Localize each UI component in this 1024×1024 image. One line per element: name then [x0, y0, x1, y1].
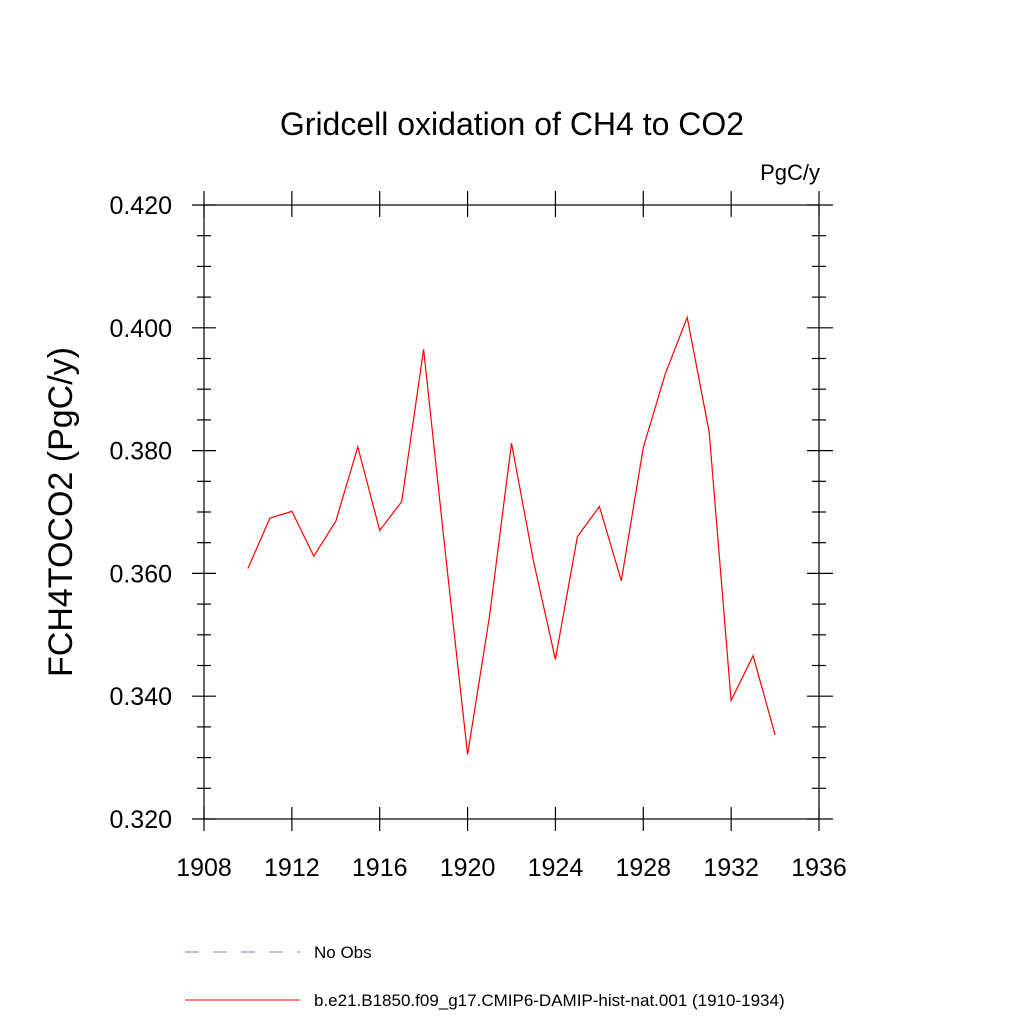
y-tick-label: 0.380: [109, 438, 172, 466]
axis-tick-labels: 1908 1912 1916 1920 1924 1928 1932 1936 0.320 0.3…: [109, 192, 846, 882]
plot-frame: [203, 204, 820, 820]
x-tick-label: 1912: [264, 854, 320, 882]
x-tick-label: 1936: [791, 854, 847, 882]
x-tick-label: 1908: [176, 854, 232, 882]
x-tick-label: 1924: [528, 854, 584, 882]
legend-label-model: b.e21.B1850.f09_g17.CMIP6-DAMIP-hist-nat…: [314, 991, 785, 1010]
axis-ticks: [192, 191, 833, 831]
x-tick-label: 1916: [352, 854, 408, 882]
units-label: PgC/y: [760, 160, 820, 185]
y-tick-label: 0.360: [109, 560, 172, 588]
legend-label-no-obs: No Obs: [314, 943, 372, 962]
y-tick-label: 0.340: [109, 683, 172, 711]
y-tick-label: 0.420: [109, 192, 172, 220]
y-tick-label: 0.400: [109, 315, 172, 343]
y-axis-label: FCH4TOCO2 (PgC/y): [42, 347, 80, 677]
chart-title: Gridcell oxidation of CH4 to CO2: [280, 106, 744, 142]
x-tick-label: 1920: [440, 854, 496, 882]
y-tick-label: 0.320: [109, 806, 172, 834]
series-line: [247, 315, 776, 755]
series-layer: [247, 315, 776, 755]
legend: No Obs b.e21.B1850.f09_g17.CMIP6-DAMIP-h…: [185, 943, 785, 1010]
x-tick-label: 1932: [703, 854, 759, 882]
x-tick-label: 1928: [615, 854, 671, 882]
